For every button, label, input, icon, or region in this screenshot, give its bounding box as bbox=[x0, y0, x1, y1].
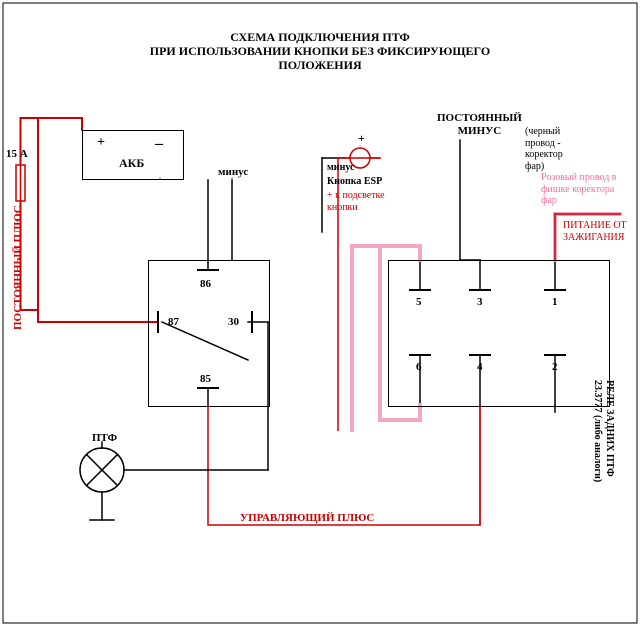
title-line-1: СХЕМА ПОДКЛЮЧЕНИЯ ПТФ bbox=[0, 30, 640, 45]
control-plus-label: УПРАВЛЯЮЩИЙ ПЛЮС bbox=[240, 512, 374, 525]
pink-wire-note: Розовый провод в фишке коректора фар bbox=[541, 172, 617, 207]
esp-name-label: Кнопка ESP bbox=[327, 176, 382, 188]
relay-right-5: 5 bbox=[416, 296, 422, 309]
const-plus-vertical: ПОСТОЯННЫЙ ПЛЮС bbox=[12, 205, 25, 330]
relay-left-87: 87 bbox=[168, 316, 179, 329]
relay-left-85: 85 bbox=[200, 373, 211, 386]
ptf-label: ПТФ bbox=[92, 432, 117, 445]
relay-right-6: 6 bbox=[416, 361, 422, 374]
battery-label: АКБ bbox=[119, 157, 144, 171]
relay-right-3: 3 bbox=[477, 296, 483, 309]
ignition-label: ПИТАНИЕ ОТ ЗАЖИГАНИЯ bbox=[563, 220, 627, 243]
relay-left-30: 30 bbox=[228, 316, 239, 329]
esp-plus-icon: + bbox=[358, 132, 365, 146]
relay-right-box bbox=[388, 260, 610, 407]
relay-right-2: 2 bbox=[552, 361, 558, 374]
relay-right-4: 4 bbox=[477, 361, 483, 374]
esp-backlight-note: + к подсветке кнопки bbox=[327, 190, 385, 213]
title-line-2: ПРИ ИСПОЛЬЗОВАНИИ КНОПКИ БЕЗ ФИКСИРУЮЩЕГ… bbox=[0, 44, 640, 59]
battery-plus-icon: + bbox=[97, 135, 105, 151]
esp-minus-label: минус bbox=[327, 162, 354, 174]
relay-left-86: 86 bbox=[200, 278, 211, 291]
fuse-label: 15 А bbox=[6, 148, 28, 161]
const-minus-note: (черный провод - коректор фар) bbox=[525, 126, 563, 172]
relay-right-1: 1 bbox=[552, 296, 558, 309]
const-minus-header: ПОСТОЯННЫЙ МИНУС bbox=[437, 112, 522, 137]
battery-box: + – АКБ bbox=[82, 130, 184, 180]
battery-minus-icon: – bbox=[155, 135, 163, 153]
title-line-3: ПОЛОЖЕНИЯ bbox=[0, 58, 640, 73]
minus-label: минус bbox=[218, 166, 248, 179]
